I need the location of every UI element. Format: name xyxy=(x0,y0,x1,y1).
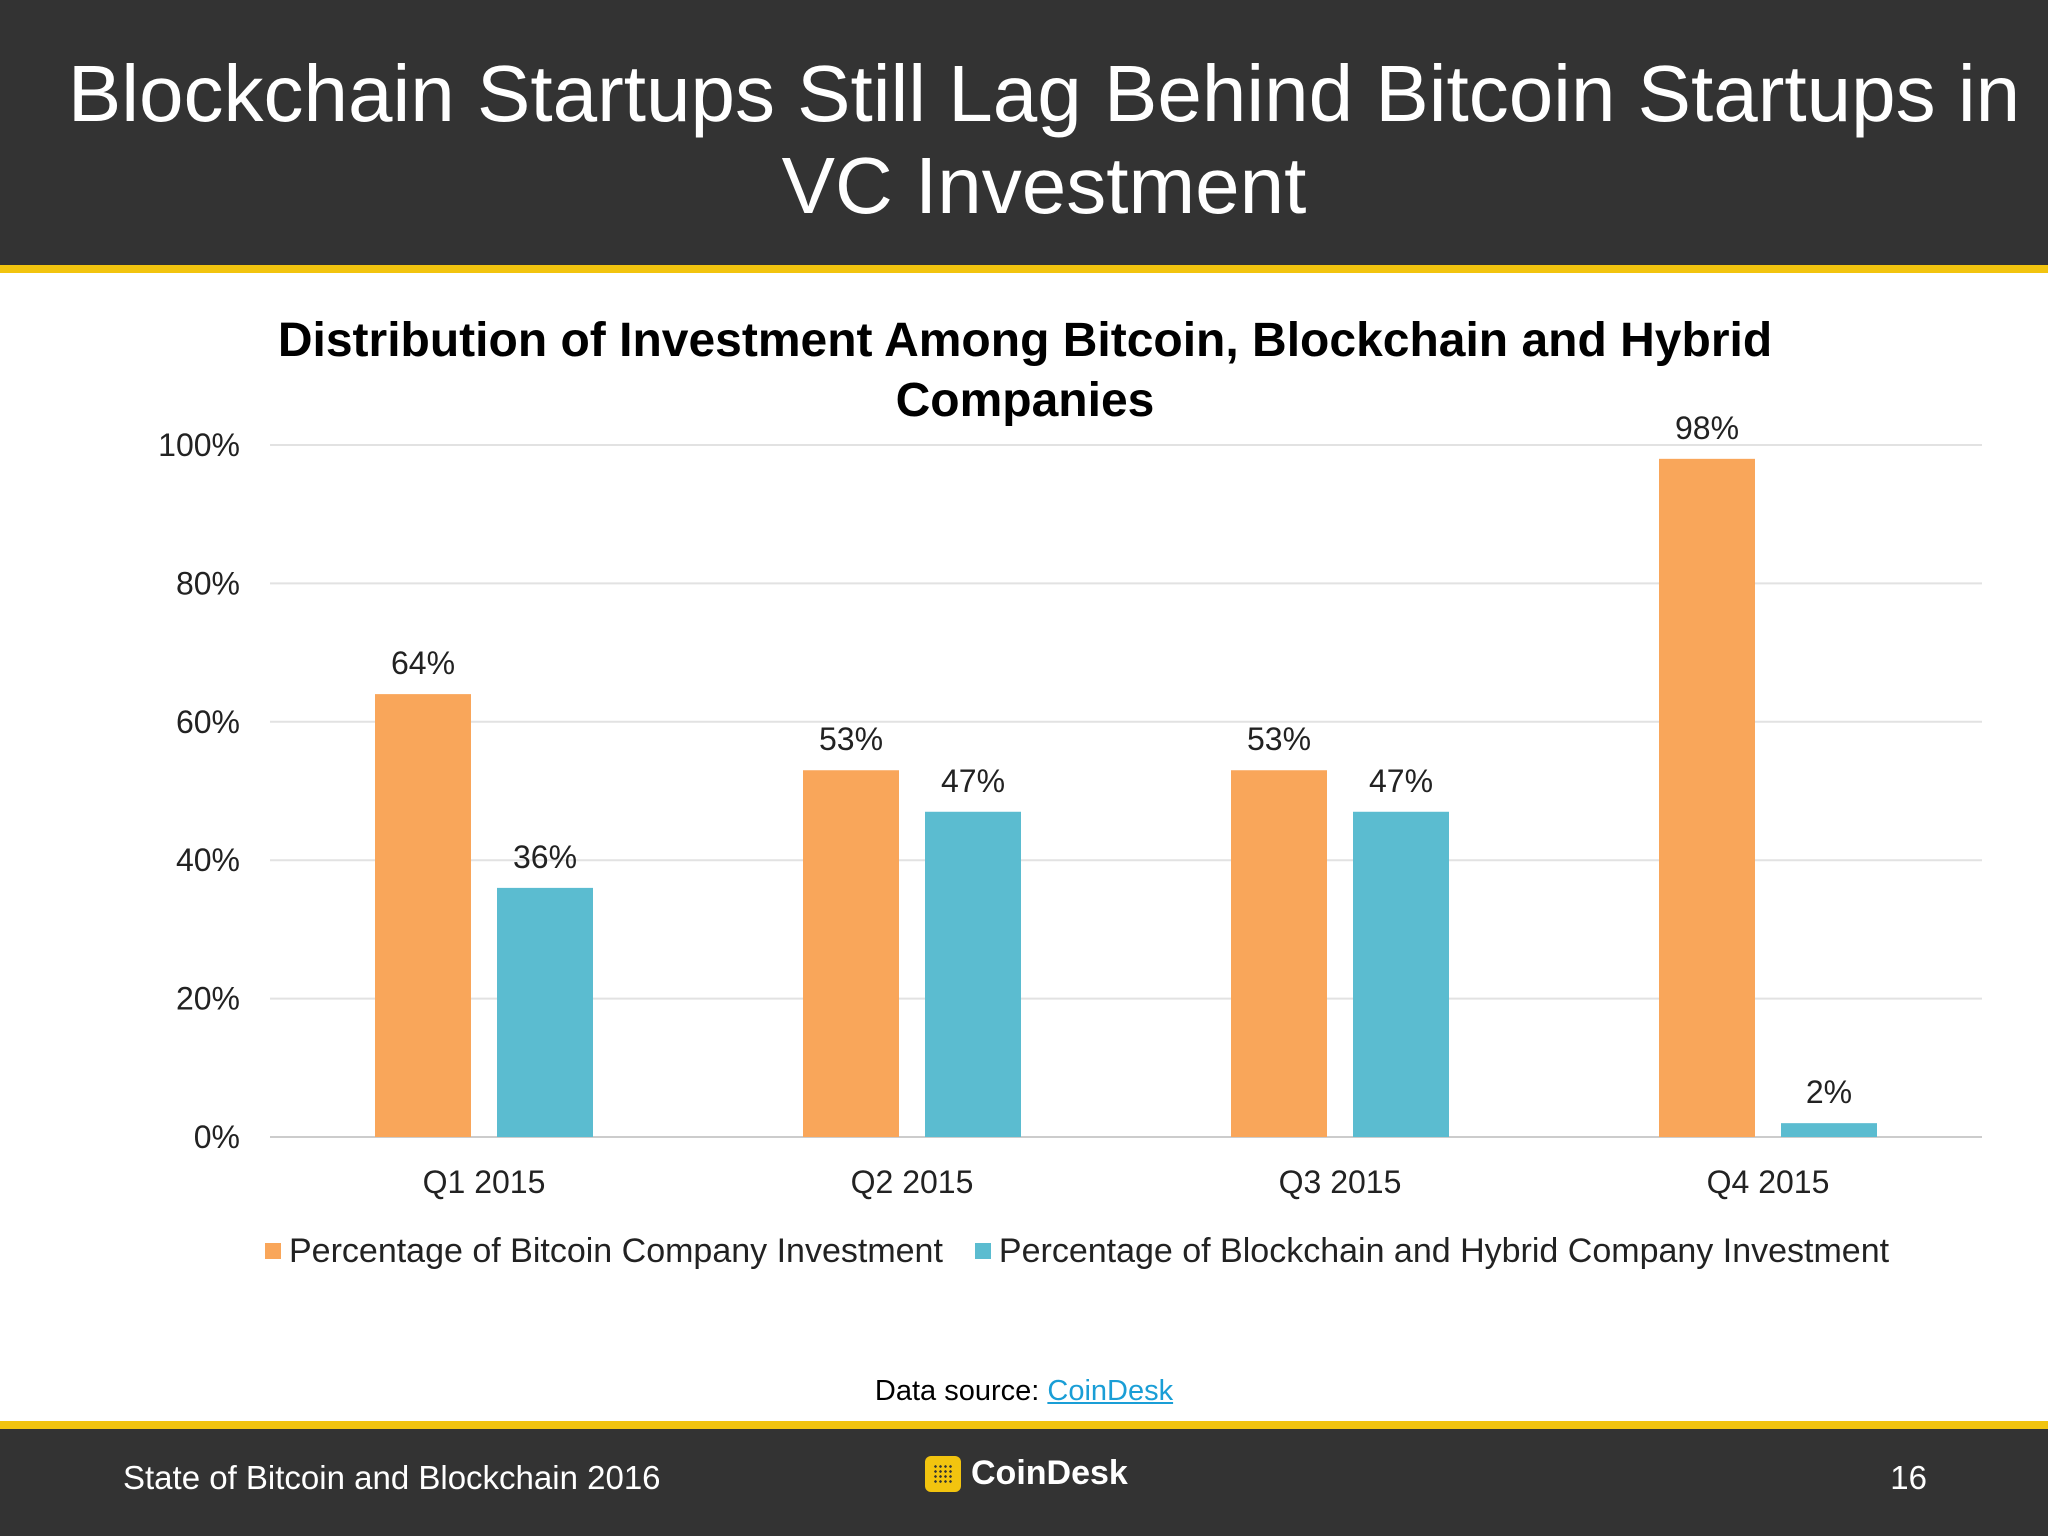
y-tick-label: 20% xyxy=(176,981,240,1017)
bar-bitcoin xyxy=(803,770,899,1137)
bar-blockchain xyxy=(1781,1123,1877,1137)
footer-report-title: State of Bitcoin and Blockchain 2016 xyxy=(123,1459,661,1496)
coindesk-logo-text: CoinDesk xyxy=(971,1454,1128,1492)
data-label: 47% xyxy=(941,763,1005,799)
data-source-prefix: Data source: xyxy=(874,1375,1040,1407)
slide-header: Blockchain Startups Still Lag Behind Bit… xyxy=(0,0,2048,265)
header-accent-line xyxy=(0,265,2048,273)
y-tick-label: 100% xyxy=(158,427,240,463)
bar-blockchain xyxy=(925,811,1021,1137)
legend-item-bitcoin: Percentage of Bitcoin Company Investment xyxy=(265,1232,943,1271)
data-label: 53% xyxy=(1247,721,1311,757)
y-tick-label: 0% xyxy=(194,1119,240,1155)
legend-swatch-blockchain xyxy=(974,1243,991,1259)
chart-legend: Percentage of Bitcoin Company Investment… xyxy=(265,1229,1921,1273)
y-tick-label: 60% xyxy=(176,704,240,740)
coindesk-logo-icon xyxy=(925,1455,961,1492)
legend-label-blockchain: Percentage of Blockchain and Hybrid Comp… xyxy=(998,1231,1890,1270)
data-label: 53% xyxy=(819,721,883,757)
data-label: 98% xyxy=(1675,410,1739,446)
x-tick-label: Q1 2015 xyxy=(423,1164,546,1200)
legend-label-bitcoin: Percentage of Bitcoin Company Investment xyxy=(289,1231,943,1270)
footer-accent-line xyxy=(0,1421,2048,1429)
legend-swatch-bitcoin xyxy=(265,1243,281,1259)
y-tick-label: 80% xyxy=(176,565,240,601)
bar-blockchain xyxy=(1353,811,1449,1137)
x-tick-label: Q4 2015 xyxy=(1707,1164,1830,1200)
slide-title: Blockchain Startups Still Lag Behind Bit… xyxy=(67,49,2021,230)
bar-bitcoin xyxy=(1659,458,1755,1138)
x-tick-label: Q2 2015 xyxy=(851,1164,974,1200)
bar-bitcoin xyxy=(375,694,471,1137)
data-label: 64% xyxy=(391,645,455,681)
slide-footer: State of Bitcoin and Blockchain 2016 Coi… xyxy=(0,1429,2048,1536)
legend-item-blockchain: Percentage of Blockchain and Hybrid Comp… xyxy=(974,1231,1890,1271)
coindesk-logo: CoinDesk xyxy=(925,1454,1128,1493)
x-tick-label: Q3 2015 xyxy=(1279,1164,1402,1200)
page-number: 16 xyxy=(1890,1459,1927,1496)
chart-title: Distribution of Investment Among Bitcoin… xyxy=(277,314,1773,427)
data-label: 2% xyxy=(1806,1074,1852,1110)
data-label: 36% xyxy=(513,839,577,875)
bar-blockchain xyxy=(497,887,593,1137)
y-tick-label: 40% xyxy=(176,842,240,878)
data-source: Data source: CoinDesk xyxy=(0,1375,2048,1408)
coindesk-link[interactable]: CoinDesk xyxy=(1047,1375,1174,1407)
bar-bitcoin xyxy=(1231,770,1327,1137)
data-label: 47% xyxy=(1369,763,1433,799)
